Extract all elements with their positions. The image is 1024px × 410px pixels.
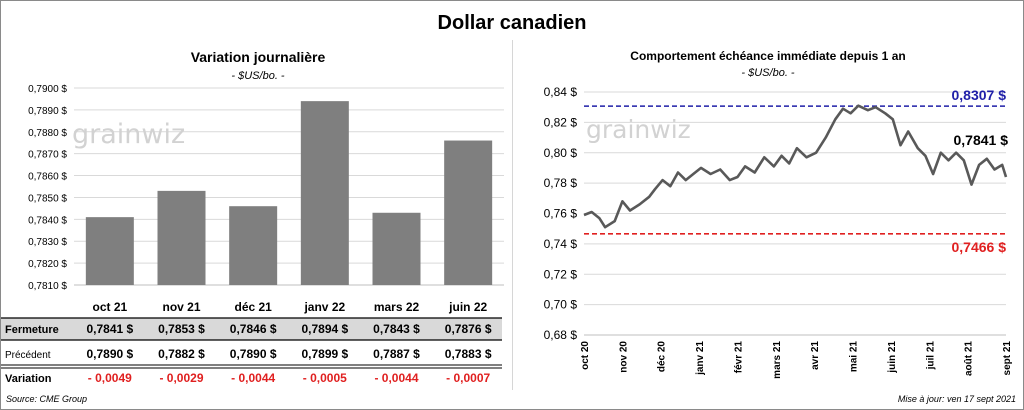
right-xtick-label: avr 21 [810, 341, 821, 370]
source-note: Source: CME Group [6, 394, 88, 404]
high-value-label: 0,8307 $ [952, 87, 1007, 103]
panel-divider [512, 40, 513, 390]
bar-déc-21 [229, 206, 278, 285]
table-cell: - 0,0005 [303, 371, 347, 385]
table-row-label: Variation [5, 373, 52, 385]
left-ytick-label: 0,7860 $ [28, 172, 67, 183]
left-chart-title: Variation journalière [191, 49, 326, 65]
table-row-bg [1, 318, 502, 340]
left-ytick-label: 0,7870 $ [28, 150, 67, 161]
table-cell: 0,7843 $ [373, 322, 420, 336]
right-watermark: grainwiz [586, 115, 691, 144]
table-cell: - 0,0049 [88, 371, 132, 385]
table-cell: 0,7841 $ [86, 322, 133, 336]
right-xtick-label: févr 21 [733, 341, 744, 374]
table-row-label: Précédent [5, 350, 51, 361]
bar-juin-22 [444, 140, 493, 285]
category-label: mars 22 [374, 300, 420, 314]
left-ytick-label: 0,7840 $ [28, 215, 67, 226]
price-series-line [583, 104, 1008, 229]
right-ytick-label: 0,76 $ [544, 207, 578, 221]
right-chart-title: Comportement échéance immédiate depuis 1… [630, 49, 905, 63]
right-ytick-label: 0,72 $ [544, 267, 578, 281]
table-cell: - 0,0029 [159, 371, 203, 385]
left-ytick-label: 0,7900 $ [28, 84, 67, 95]
table-cell: - 0,0044 [231, 371, 275, 385]
page-title: Dollar canadien [437, 12, 587, 34]
bar-oct-21 [85, 217, 134, 285]
right-xtick-label: sept 21 [1002, 341, 1013, 376]
right-xtick-label: oct 20 [580, 341, 591, 370]
bar-nov-21 [157, 190, 206, 285]
category-label: oct 21 [92, 300, 127, 314]
right-ytick-label: 0,78 $ [544, 176, 578, 190]
right-ytick-label: 0,74 $ [544, 237, 578, 251]
left-ytick-label: 0,7880 $ [28, 128, 67, 139]
category-label: janv 22 [303, 300, 345, 314]
right-xtick-label: nov 20 [618, 341, 629, 373]
left-ytick-label: 0,7820 $ [28, 259, 67, 270]
category-label: nov 21 [162, 300, 200, 314]
table-cell: 0,7894 $ [301, 322, 348, 336]
table-cell: 0,7890 $ [86, 347, 133, 361]
right-ytick-label: 0,68 $ [544, 328, 578, 342]
right-xtick-label: mars 21 [772, 341, 783, 379]
right-xtick-label: mai 21 [849, 341, 860, 373]
table-row-label: Fermeture [5, 324, 59, 336]
daily-variation-chart: Variation journalière - $US/bo. - grainw… [1, 49, 504, 385]
left-ytick-label: 0,7810 $ [28, 281, 67, 292]
table-cell: 0,7876 $ [445, 322, 492, 336]
right-xtick-label: juin 21 [887, 341, 898, 374]
table-cell: 0,7882 $ [158, 347, 205, 361]
table-cell: 0,7883 $ [445, 347, 492, 361]
right-xtick-label: déc 20 [657, 341, 668, 373]
update-note: Mise à jour: ven 17 sept 2021 [897, 394, 1016, 404]
table-cell: 0,7899 $ [301, 347, 348, 361]
left-ytick-label: 0,7830 $ [28, 237, 67, 248]
bar-mars-22 [372, 212, 421, 285]
table-cell: 0,7887 $ [373, 347, 420, 361]
right-xtick-label: août 21 [964, 341, 975, 376]
bar-janv-22 [300, 101, 349, 285]
right-xtick-label: janv 21 [695, 341, 706, 376]
right-ytick-label: 0,80 $ [544, 146, 578, 160]
right-xtick-label: juil 21 [925, 341, 936, 371]
table-cell: 0,7890 $ [230, 347, 277, 361]
table-cell: 0,7853 $ [158, 322, 205, 336]
table-cell: 0,7846 $ [230, 322, 277, 336]
right-ytick-label: 0,84 $ [544, 85, 578, 99]
left-ytick-label: 0,7890 $ [28, 106, 67, 117]
right-ytick-label: 0,82 $ [544, 115, 578, 129]
last-value-label: 0,7841 $ [954, 132, 1009, 148]
right-ytick-label: 0,70 $ [544, 298, 578, 312]
table-cell: - 0,0007 [446, 371, 490, 385]
left-ytick-label: 0,7850 $ [28, 193, 67, 204]
left-watermark: grainwiz [72, 119, 185, 150]
category-label: juin 22 [448, 300, 487, 314]
table-cell: - 0,0044 [374, 371, 418, 385]
right-chart-subtitle: - $US/bo. - [741, 67, 795, 79]
category-label: déc 21 [234, 300, 272, 314]
low-value-label: 0,7466 $ [952, 239, 1007, 255]
left-chart-subtitle: - $US/bo. - [231, 70, 285, 82]
